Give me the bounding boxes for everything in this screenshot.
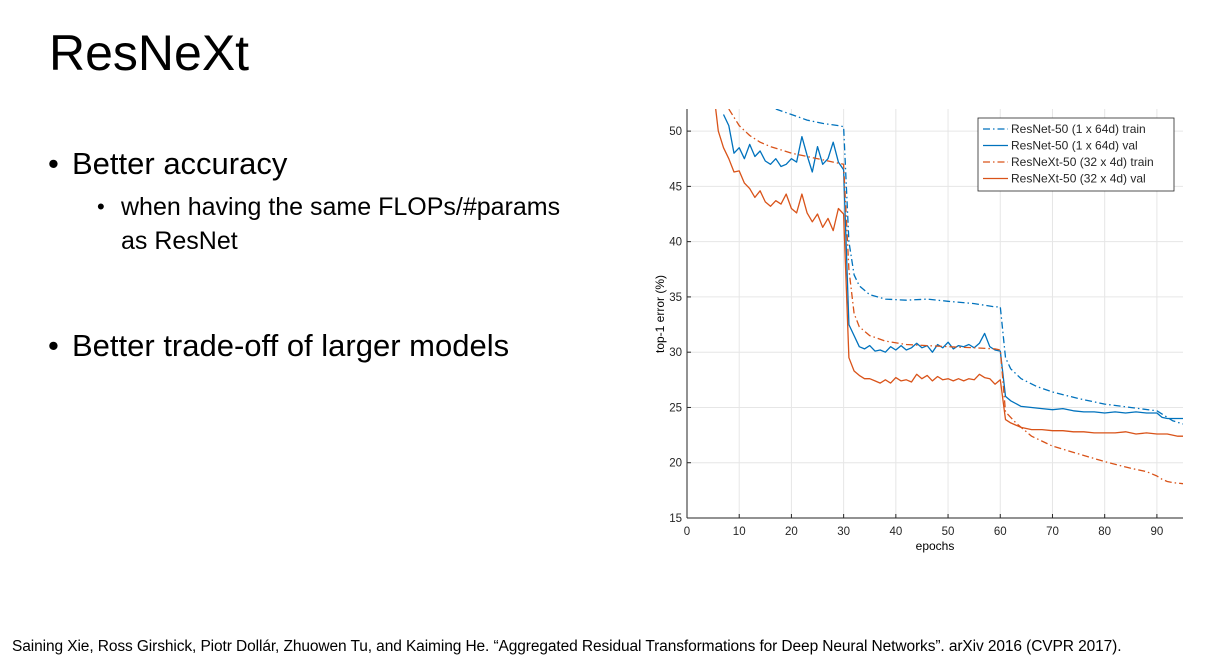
y-tick-label: 45 — [669, 181, 682, 193]
bullet-text: Better trade-off of larger models — [72, 328, 510, 363]
x-tick-label: 0 — [684, 526, 690, 538]
bullet-text: Better accuracy — [72, 146, 288, 181]
series-line-3 — [715, 109, 1183, 437]
legend-label-2: ResNeXt-50 (32 x 4d) train — [1011, 155, 1154, 169]
x-tick-label: 50 — [942, 526, 955, 538]
series-line-0 — [775, 109, 1183, 425]
y-tick-label: 30 — [669, 347, 682, 359]
bullet-better-accuracy: • Better accuracy — [48, 146, 287, 182]
x-tick-label: 10 — [733, 526, 746, 538]
x-tick-label: 20 — [785, 526, 798, 538]
legend-label-0: ResNet-50 (1 x 64d) train — [1011, 122, 1146, 136]
x-tick-label: 80 — [1098, 526, 1111, 538]
y-tick-label: 50 — [669, 126, 682, 138]
sub-bullet-line-1: when having the same FLOPs/#params — [121, 193, 561, 221]
sub-bullet-flops: • when having the same FLOPs/#params as … — [97, 190, 561, 258]
legend-label-1: ResNet-50 (1 x 64d) val — [1011, 139, 1138, 153]
series-line-1 — [722, 114, 1183, 420]
legend-box — [977, 117, 1175, 192]
y-tick-label: 15 — [669, 513, 682, 525]
x-axis-label: epochs — [916, 539, 955, 553]
error-chart: 0 10 20 30 40 50 60 70 80 90 15 20 25 30 35 40 45 50 epoc… — [653, 109, 1183, 553]
slide-title: ResNeXt — [49, 25, 250, 81]
y-axis-label: top-1 error (%) — [653, 275, 667, 353]
series-group — [715, 109, 1183, 485]
series-line-2 — [728, 109, 1183, 485]
axes: 0 10 20 30 40 50 60 70 80 90 15 20 25 30 35 40 45 50 — [669, 109, 1183, 538]
sub-bullet-dot: • — [97, 194, 105, 219]
legend: ResNet-50 (1 x 64d) train ResNet-50 (1 x … — [977, 117, 1175, 192]
legend-label-3: ResNeXt-50 (32 x 4d) val — [1011, 172, 1146, 186]
y-tick-label: 20 — [669, 458, 682, 470]
bullet-trade-off: • Better trade-off of larger models — [48, 328, 509, 364]
y-tick-label: 25 — [669, 402, 682, 414]
citation: Saining Xie, Ross Girshick, Piotr Dollár… — [12, 638, 1122, 655]
sub-bullet-line-2: as ResNet — [121, 227, 238, 255]
y-tick-label: 40 — [669, 237, 682, 249]
x-tick-label: 60 — [994, 526, 1007, 538]
x-tick-label: 90 — [1150, 526, 1163, 538]
x-tick-label: 30 — [837, 526, 850, 538]
x-tick-label: 40 — [889, 526, 902, 538]
bullet-dot: • — [48, 328, 59, 363]
bullet-dot: • — [48, 146, 59, 181]
x-tick-label: 70 — [1046, 526, 1059, 538]
y-tick-label: 35 — [669, 292, 682, 304]
